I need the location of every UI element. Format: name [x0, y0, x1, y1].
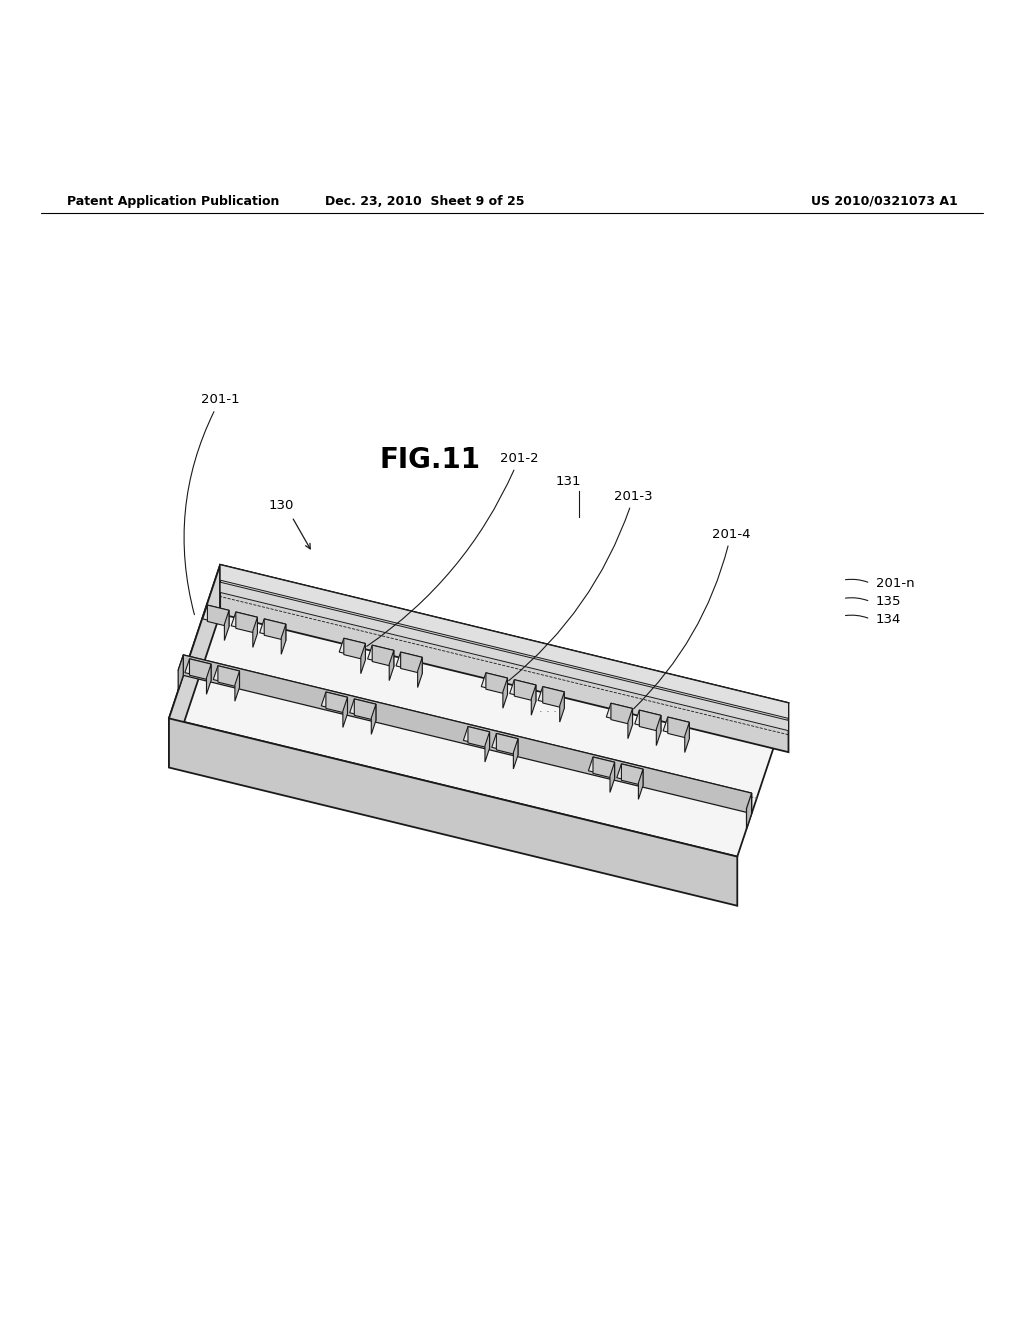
Text: 130: 130 — [269, 499, 294, 512]
Polygon shape — [224, 610, 229, 640]
Text: FIG.11: FIG.11 — [380, 446, 480, 474]
Polygon shape — [685, 722, 689, 752]
Polygon shape — [208, 605, 229, 627]
Polygon shape — [203, 605, 229, 624]
Polygon shape — [746, 793, 752, 829]
Polygon shape — [463, 726, 489, 746]
Polygon shape — [497, 734, 518, 755]
Polygon shape — [350, 698, 376, 718]
Polygon shape — [354, 698, 376, 721]
Polygon shape — [611, 704, 633, 725]
Polygon shape — [389, 651, 394, 681]
Text: 201-4: 201-4 — [634, 528, 751, 709]
Polygon shape — [231, 612, 257, 631]
Polygon shape — [560, 692, 564, 722]
Polygon shape — [368, 645, 394, 664]
Polygon shape — [220, 565, 788, 718]
Polygon shape — [260, 619, 286, 638]
Text: 135: 135 — [876, 595, 901, 609]
Text: 201-2: 201-2 — [367, 451, 539, 647]
Polygon shape — [514, 680, 536, 701]
Text: US 2010/0321073 A1: US 2010/0321073 A1 — [811, 195, 957, 207]
Polygon shape — [183, 655, 752, 813]
Text: 201-1: 201-1 — [184, 393, 240, 615]
Text: · · ·: · · · — [540, 706, 557, 717]
Polygon shape — [628, 709, 633, 739]
Polygon shape — [418, 657, 422, 688]
Polygon shape — [236, 612, 257, 634]
Text: 134: 134 — [876, 612, 901, 626]
Polygon shape — [360, 643, 366, 673]
Polygon shape — [322, 692, 347, 711]
Polygon shape — [264, 619, 286, 640]
Polygon shape — [189, 659, 211, 680]
Polygon shape — [253, 618, 257, 647]
Polygon shape — [638, 770, 643, 800]
Polygon shape — [178, 655, 752, 808]
Polygon shape — [513, 739, 518, 770]
Polygon shape — [664, 717, 689, 737]
Polygon shape — [344, 639, 366, 660]
Polygon shape — [343, 697, 347, 727]
Polygon shape — [207, 664, 211, 694]
Polygon shape — [593, 756, 614, 779]
Polygon shape — [169, 718, 737, 906]
Polygon shape — [396, 652, 422, 671]
Polygon shape — [503, 678, 508, 709]
Polygon shape — [468, 726, 489, 748]
Polygon shape — [213, 665, 240, 685]
Polygon shape — [622, 764, 643, 785]
Polygon shape — [610, 762, 614, 792]
Polygon shape — [234, 671, 240, 701]
Polygon shape — [531, 685, 536, 715]
Polygon shape — [486, 673, 508, 694]
Polygon shape — [282, 624, 286, 655]
Polygon shape — [178, 655, 183, 690]
Polygon shape — [220, 582, 788, 731]
Polygon shape — [220, 565, 788, 752]
Text: Patent Application Publication: Patent Application Publication — [67, 195, 279, 207]
Polygon shape — [400, 652, 422, 673]
Polygon shape — [185, 659, 211, 678]
Polygon shape — [606, 704, 633, 722]
Polygon shape — [169, 565, 788, 857]
Polygon shape — [218, 665, 240, 688]
Polygon shape — [589, 756, 614, 776]
Polygon shape — [616, 764, 643, 783]
Polygon shape — [481, 673, 508, 692]
Polygon shape — [485, 731, 489, 762]
Polygon shape — [373, 645, 394, 667]
Text: 201-3: 201-3 — [509, 490, 653, 681]
Polygon shape — [326, 692, 347, 714]
Polygon shape — [543, 686, 564, 709]
Text: 131: 131 — [556, 475, 581, 488]
Polygon shape — [635, 710, 660, 729]
Text: Dec. 23, 2010  Sheet 9 of 25: Dec. 23, 2010 Sheet 9 of 25 — [326, 195, 524, 207]
Text: 201-n: 201-n — [876, 577, 914, 590]
Polygon shape — [169, 565, 220, 767]
Polygon shape — [372, 704, 376, 734]
Polygon shape — [639, 710, 660, 731]
Polygon shape — [668, 717, 689, 739]
Polygon shape — [656, 715, 660, 746]
Polygon shape — [510, 680, 536, 698]
Polygon shape — [492, 734, 518, 752]
Polygon shape — [339, 639, 366, 657]
Polygon shape — [539, 686, 564, 706]
